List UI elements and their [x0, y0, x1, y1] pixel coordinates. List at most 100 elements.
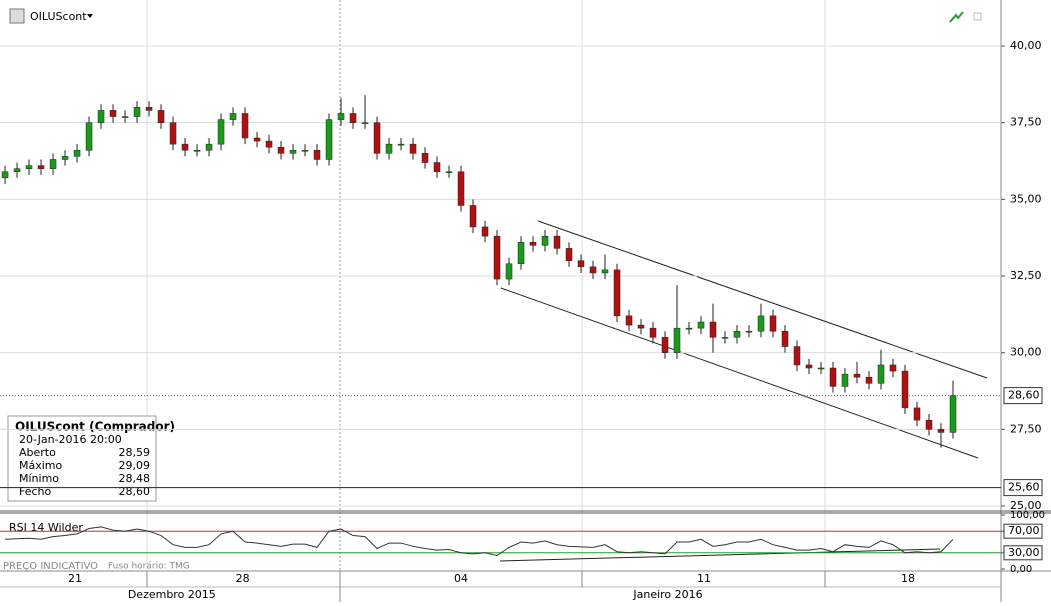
candle-body: [85, 122, 93, 151]
candle-body: [649, 327, 657, 338]
symbol-icon[interactable]: [9, 8, 25, 24]
candle-body: [361, 122, 369, 124]
candle-body: [865, 376, 873, 384]
level-label: 25,60: [1008, 481, 1040, 494]
indicator-label[interactable]: RSI 14 Wilder: [9, 521, 83, 534]
candle-body: [925, 419, 933, 430]
candle-body: [337, 113, 345, 120]
candle-body: [265, 140, 273, 148]
candle-body: [205, 143, 213, 151]
candle-body: [49, 159, 57, 169]
candle-body: [553, 235, 561, 249]
candle-body: [577, 260, 585, 268]
candle-body: [565, 248, 573, 261]
rsi-line: [5, 526, 954, 557]
candle-body: [733, 330, 741, 338]
candle-body: [25, 165, 33, 169]
candle-body: [721, 337, 729, 339]
candle-body: [157, 110, 165, 123]
candle-body: [913, 407, 921, 421]
y-tick-label: 35,00: [1010, 192, 1042, 205]
dropdown-arrow[interactable]: [87, 14, 93, 18]
info-label: Fecho: [19, 485, 52, 498]
candle-body: [97, 110, 105, 123]
candle-body: [517, 242, 525, 264]
info-title: OILUScont (Comprador): [15, 420, 175, 434]
candle-body: [877, 364, 885, 384]
candle-body: [61, 156, 69, 160]
candle-body: [169, 122, 177, 145]
info-box: OILUScont (Comprador) 20-Jan-2016 20:00: [7, 415, 175, 502]
candle-body: [601, 269, 609, 274]
candle-body: [421, 153, 429, 163]
y-tick-label: 37,50: [1010, 116, 1042, 129]
y-tick-label: 40,00: [1010, 39, 1042, 52]
y-tick-label: 100,00: [1010, 510, 1045, 521]
candle-body: [697, 321, 705, 329]
candle-body: [937, 429, 945, 433]
candle-body: [109, 110, 117, 117]
candle-body: [121, 116, 129, 118]
candle-body: [793, 346, 801, 366]
candle-body: [145, 107, 153, 111]
candle-body: [469, 205, 477, 228]
last_price-label: 28,60: [1008, 389, 1040, 402]
candle-body: [529, 242, 537, 246]
level-box: [1003, 479, 1043, 497]
candle-body: [133, 107, 141, 117]
y-tick-label: 30,00: [1010, 346, 1042, 359]
info-label: Máximo: [19, 459, 63, 472]
candle-body: [853, 373, 861, 378]
candle-body: [481, 226, 489, 237]
symbol-title[interactable]: OILUScont: [30, 10, 87, 23]
candle-body: [757, 315, 765, 332]
x-tick-label: 11: [697, 572, 711, 585]
candle-body: [229, 113, 237, 120]
candle-body: [325, 119, 333, 160]
x-tick-label: 18: [901, 572, 915, 585]
last_price-box: [1003, 387, 1043, 405]
candle-body: [13, 168, 21, 172]
candle-body: [541, 235, 549, 246]
window-icon[interactable]: [973, 12, 982, 21]
candle-body: [949, 395, 957, 433]
note: Fuso horário: TMG: [108, 562, 190, 572]
candle-body: [301, 150, 309, 152]
month-label: Janeiro 2016: [632, 588, 702, 601]
candle-body: [193, 150, 201, 152]
month-label: Dezembro 2015: [128, 588, 216, 601]
candle-body: [37, 165, 45, 169]
candle-body: [901, 370, 909, 409]
note: PREÇO INDICATIVO: [3, 561, 98, 572]
candle-body: [181, 143, 189, 151]
y-tick-label: 27,50: [1010, 422, 1042, 435]
x-separators: [146, 571, 826, 602]
candle-body: [313, 150, 321, 160]
draw-tool-icon[interactable]: [949, 11, 964, 23]
candle-body: [349, 113, 357, 123]
candle-body: [589, 266, 597, 274]
candle-body: [613, 269, 621, 317]
candle-body: [289, 150, 297, 154]
candle-body: [253, 137, 261, 142]
trendline: [499, 548, 941, 562]
candle-body: [409, 143, 417, 154]
candle-body: [373, 122, 381, 154]
candle-body: [625, 315, 633, 326]
candle-body: [709, 321, 717, 338]
candle-body: [505, 263, 513, 280]
rsi-band-box: [1003, 545, 1043, 561]
candle-body: [397, 143, 405, 146]
x-tick-label: 28: [236, 572, 250, 585]
x-tick-label: 04: [454, 572, 468, 585]
info-value: 28,60: [119, 485, 151, 498]
candle-body: [685, 327, 693, 330]
candle-body: [73, 150, 81, 157]
candle-body: [445, 171, 453, 173]
candle-body: [769, 315, 777, 332]
candle-body: [433, 162, 441, 172]
trendline: [537, 220, 988, 379]
info-label: Aberto: [19, 446, 56, 459]
candle-body: [841, 373, 849, 387]
